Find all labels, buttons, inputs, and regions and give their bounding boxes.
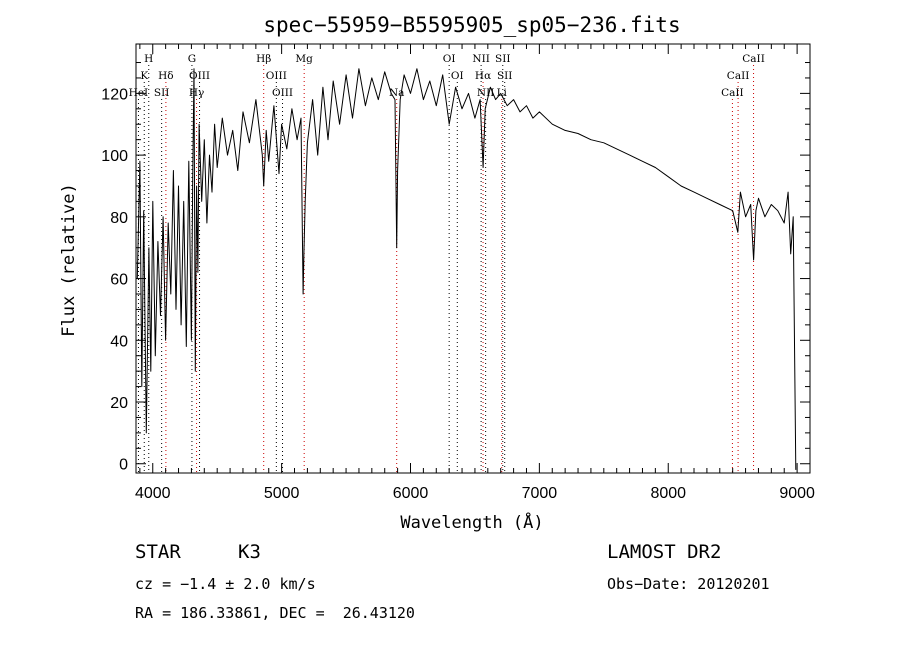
spectral-line-markers: [137, 65, 755, 473]
spectral-line-label: HeI: [129, 87, 149, 99]
y-tick-label: 60: [110, 272, 128, 289]
y-tick-label: 0: [119, 457, 128, 474]
x-tick-label: 4000: [135, 485, 171, 502]
spectral-line-label: OI: [451, 70, 464, 82]
spectral-line-label: Hδ: [158, 70, 173, 82]
object-class: STAR: [135, 541, 181, 563]
spectral-line-label: Na: [389, 87, 404, 99]
x-tick-label: 9000: [779, 485, 815, 502]
spectral-line-label: OIII: [189, 70, 210, 82]
y-tick-label: 100: [101, 148, 128, 165]
spectral-line-label: G: [188, 53, 196, 65]
spectrum-series: [136, 68, 797, 470]
spectral-line-label: CaII: [721, 87, 744, 99]
spectral-line-label: OIII: [272, 87, 293, 99]
plot-frame: [135, 43, 811, 474]
x-tick-label: 5000: [264, 485, 300, 502]
spectral-line-label: SII: [497, 70, 513, 82]
spectrum-line: [136, 68, 797, 470]
y-tick-label: 120: [101, 86, 128, 103]
spectral-line-label: CaII: [727, 70, 750, 82]
x-tick-label: 7000: [522, 485, 558, 502]
spectral-line-label: K: [140, 70, 148, 82]
y-tick-label: 80: [110, 210, 128, 227]
spectral-line-label: SII: [154, 87, 170, 99]
survey-name: LAMOST DR2: [607, 541, 722, 563]
spectral-line-label: Hγ: [189, 87, 204, 99]
sky-coordinates: RA = 186.33861, DEC = 26.43120: [135, 604, 415, 622]
y-axis-label: Flux (relative): [59, 183, 79, 337]
x-tick-label: 6000: [393, 485, 429, 502]
object-subclass: K3: [238, 541, 261, 563]
spectral-line-label: OI: [443, 53, 456, 65]
x-tick-label: 8000: [650, 485, 686, 502]
spectral-line-label: Mg: [295, 53, 313, 65]
spectral-line-label: H: [144, 53, 153, 65]
y-tick-label: 20: [110, 395, 128, 412]
y-tick-label: 40: [110, 333, 128, 350]
spectral-line-label: NII: [477, 87, 494, 99]
spectral-line-label: OIII: [266, 70, 287, 82]
spectral-line-label: SII: [495, 53, 511, 65]
spectral-line-label: Hβ: [256, 53, 271, 65]
spectral-line-label: NII: [472, 53, 489, 65]
spectral-line-label: Li: [497, 87, 508, 99]
spectral-line-label: Hα: [475, 70, 491, 82]
spectral-line-label: CaII: [742, 53, 765, 65]
axis-ticks: 4000 5000 6000 7000 8000 9000 0 20 40 60 80 100 120: [101, 44, 815, 502]
redshift-cz: cz = −1.4 ± 2.0 km/s: [135, 575, 316, 593]
chart-title: spec−55959−B5595905_sp05−236.fits: [263, 13, 680, 37]
x-axis-label: Wavelength (Å): [400, 511, 543, 533]
observation-date: Obs−Date: 20120201: [607, 575, 770, 593]
